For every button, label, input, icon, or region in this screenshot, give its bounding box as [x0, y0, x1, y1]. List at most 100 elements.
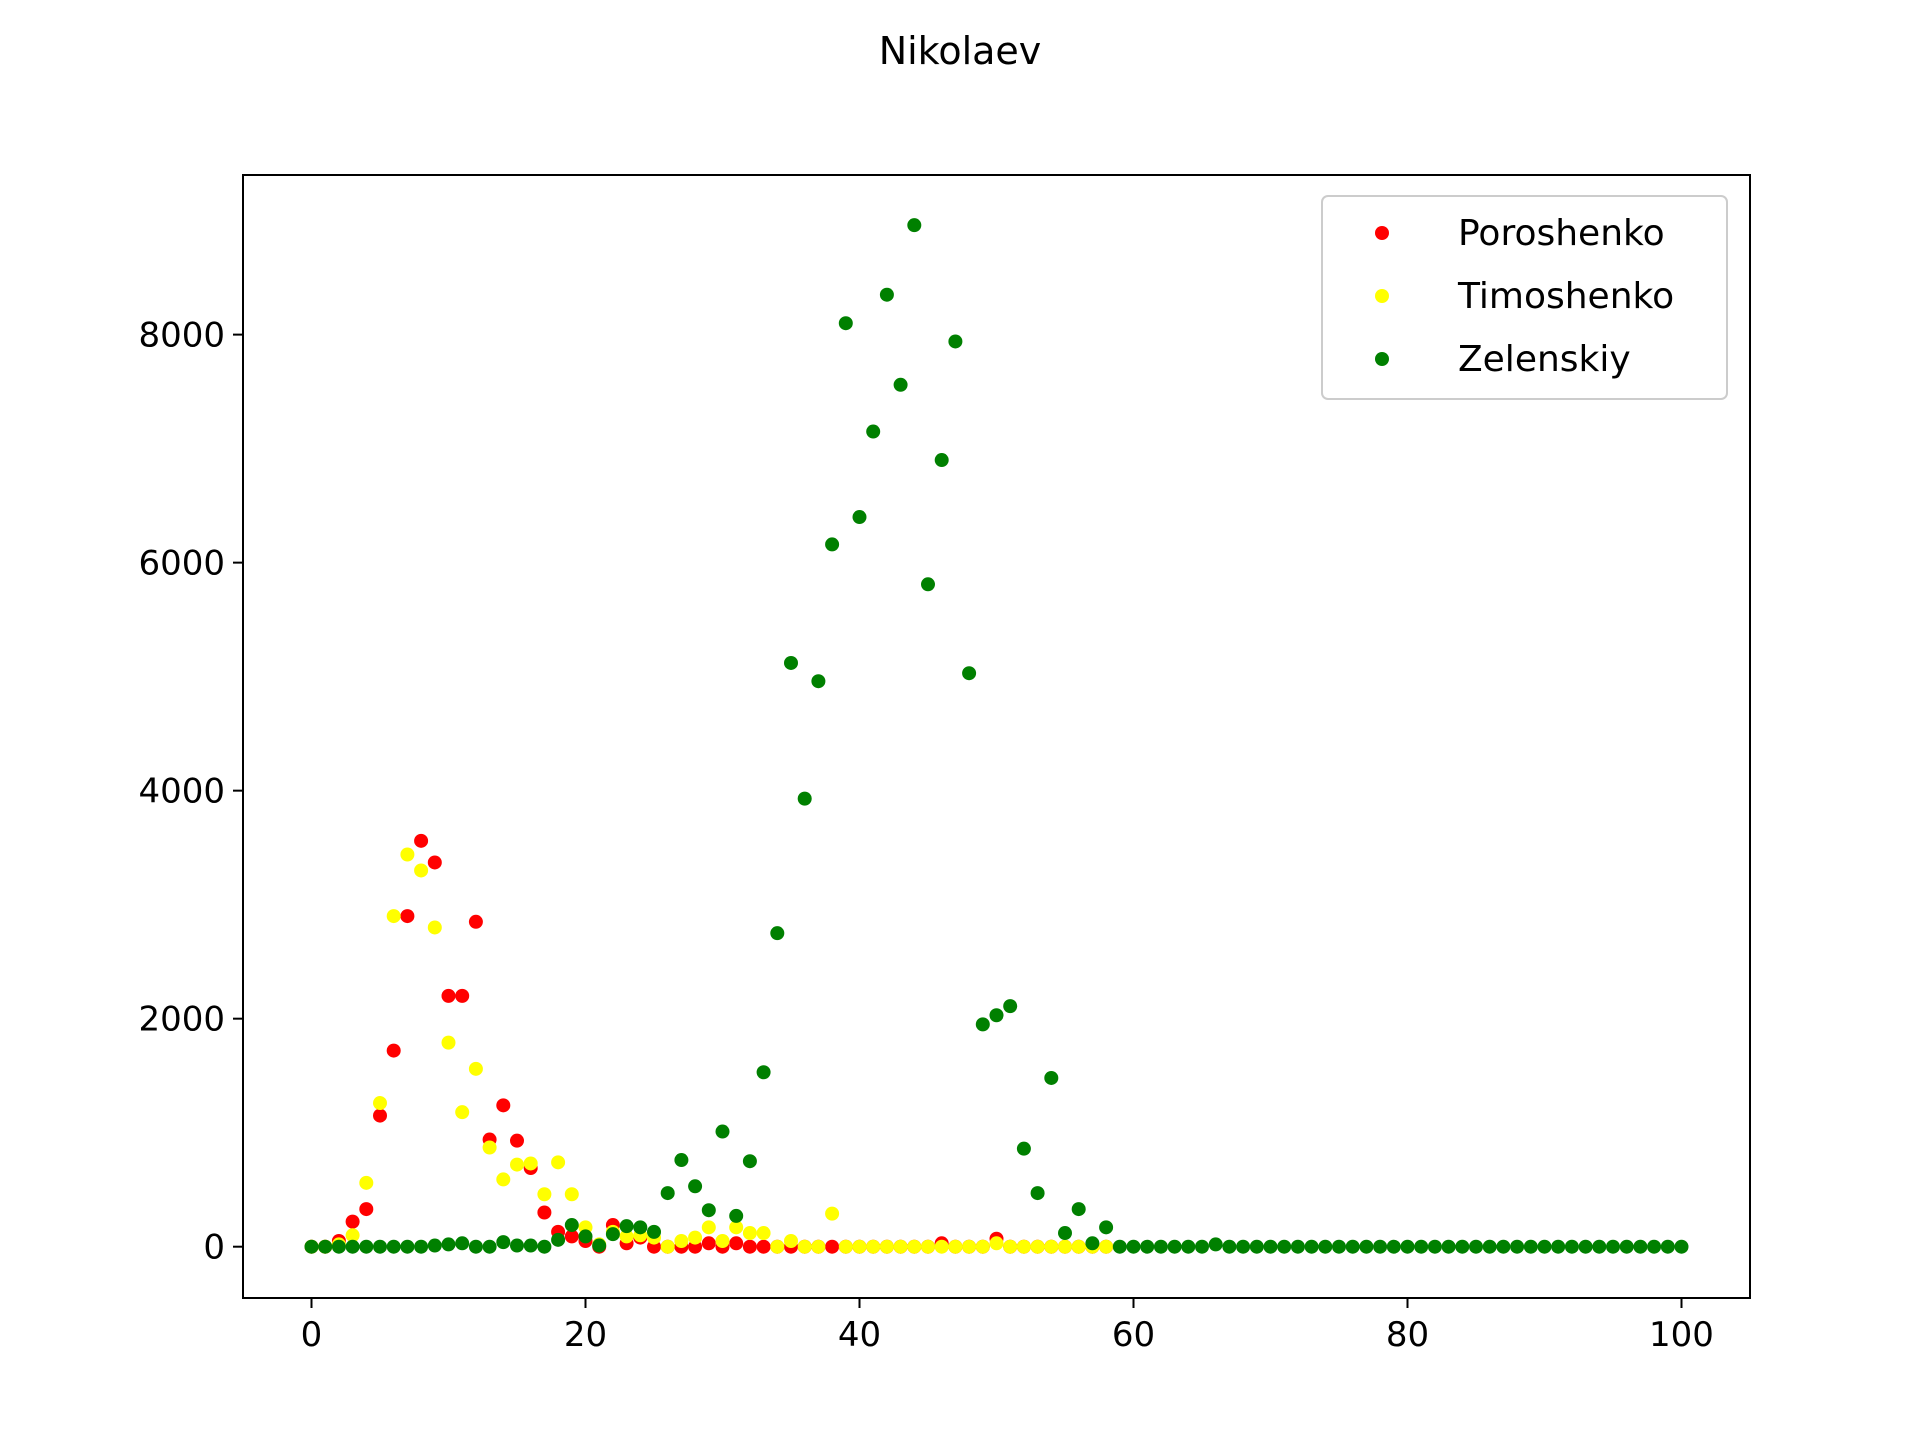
data-point [1085, 1236, 1100, 1251]
data-point [770, 926, 785, 941]
data-point [660, 1239, 675, 1254]
data-point [1030, 1186, 1045, 1201]
data-point [359, 1175, 374, 1190]
legend-label: Poroshenko [1458, 213, 1665, 254]
data-point [1290, 1239, 1305, 1254]
data-point [934, 1239, 949, 1254]
data-point [1208, 1237, 1223, 1252]
data-point [359, 1202, 374, 1217]
data-point [414, 863, 429, 878]
data-point [893, 377, 908, 392]
data-point [400, 1239, 415, 1254]
data-point [400, 909, 415, 924]
data-point [879, 1239, 894, 1254]
data-point [359, 1239, 374, 1254]
data-point [1318, 1239, 1333, 1254]
data-point [1153, 1239, 1168, 1254]
x-tick-label: 60 [1112, 1315, 1155, 1355]
data-point [496, 1098, 511, 1113]
data-point [688, 1179, 703, 1194]
data-point [1003, 1239, 1018, 1254]
x-tick-label: 20 [564, 1315, 607, 1355]
data-point [386, 1239, 401, 1254]
data-point [784, 655, 798, 670]
data-point [729, 1208, 744, 1223]
data-point [564, 1187, 579, 1202]
data-point [537, 1239, 552, 1254]
legend-marker [1375, 226, 1389, 240]
data-point [1386, 1239, 1401, 1254]
data-point [1441, 1239, 1456, 1254]
data-point [1537, 1239, 1552, 1254]
y-tick-label: 6000 [138, 544, 225, 584]
data-point [510, 1157, 524, 1172]
data-point [742, 1154, 757, 1169]
data-point [1332, 1239, 1346, 1254]
axes-layer: 0 20 40 60 80 100 0 2000 4000 6000 8000 [138, 174, 1751, 1355]
x-tick-label: 80 [1386, 1315, 1429, 1355]
data-point [345, 1239, 360, 1254]
x-tick-label: 100 [1649, 1315, 1714, 1355]
data-point [1606, 1239, 1620, 1254]
data-point [386, 909, 401, 924]
data-point [1016, 1239, 1031, 1254]
data-point [1304, 1239, 1319, 1254]
data-point [551, 1155, 566, 1170]
data-point [825, 537, 840, 552]
y-tick-label: 4000 [138, 772, 225, 812]
data-point [1126, 1239, 1141, 1254]
data-point [989, 1236, 1004, 1251]
data-point [1674, 1239, 1689, 1254]
data-point [564, 1229, 579, 1244]
data-point [1496, 1239, 1511, 1254]
data-point [1592, 1239, 1607, 1254]
data-point [578, 1229, 593, 1244]
data-point [1633, 1239, 1648, 1254]
data-point [674, 1153, 689, 1168]
data-point [1236, 1239, 1251, 1254]
data-point [468, 914, 483, 929]
data-point [1003, 999, 1018, 1014]
data-point [1400, 1239, 1415, 1254]
data-point [386, 1043, 401, 1058]
y-tick-label: 0 [203, 1228, 225, 1268]
legend-box [1321, 195, 1728, 400]
data-point [1523, 1239, 1538, 1254]
data-point [1071, 1202, 1086, 1217]
data-point [1510, 1239, 1525, 1254]
data-point [592, 1238, 607, 1253]
data-point [838, 1239, 853, 1254]
data-point [1112, 1239, 1127, 1254]
data-point [948, 334, 963, 349]
data-point [688, 1230, 703, 1245]
data-point [852, 1239, 867, 1254]
plot-frame [242, 174, 1751, 1299]
data-point [373, 1096, 387, 1111]
points-layer [304, 218, 1689, 1254]
data-point [318, 1239, 333, 1254]
data-point [1373, 1239, 1388, 1254]
data-point [1564, 1239, 1579, 1254]
data-point [1016, 1141, 1031, 1156]
y-tick-label: 8000 [138, 316, 225, 356]
y-tick-label: 2000 [138, 1000, 225, 1040]
legend: Poroshenko Timoshenko Zelenskiy [1321, 195, 1728, 400]
data-point [1359, 1239, 1374, 1254]
data-point [1071, 1239, 1086, 1254]
data-point [523, 1156, 538, 1171]
data-point [1578, 1239, 1593, 1254]
data-point [934, 453, 949, 468]
legend-marker [1375, 352, 1389, 366]
data-point [510, 1133, 524, 1148]
data-point [345, 1228, 360, 1243]
data-point [455, 988, 470, 1003]
data-point [619, 1229, 634, 1244]
data-point [537, 1205, 552, 1220]
data-point [414, 1239, 429, 1254]
data-point [537, 1187, 552, 1202]
data-point [1249, 1239, 1264, 1254]
data-point [1058, 1226, 1072, 1241]
data-point [742, 1239, 757, 1254]
data-point [811, 674, 826, 689]
